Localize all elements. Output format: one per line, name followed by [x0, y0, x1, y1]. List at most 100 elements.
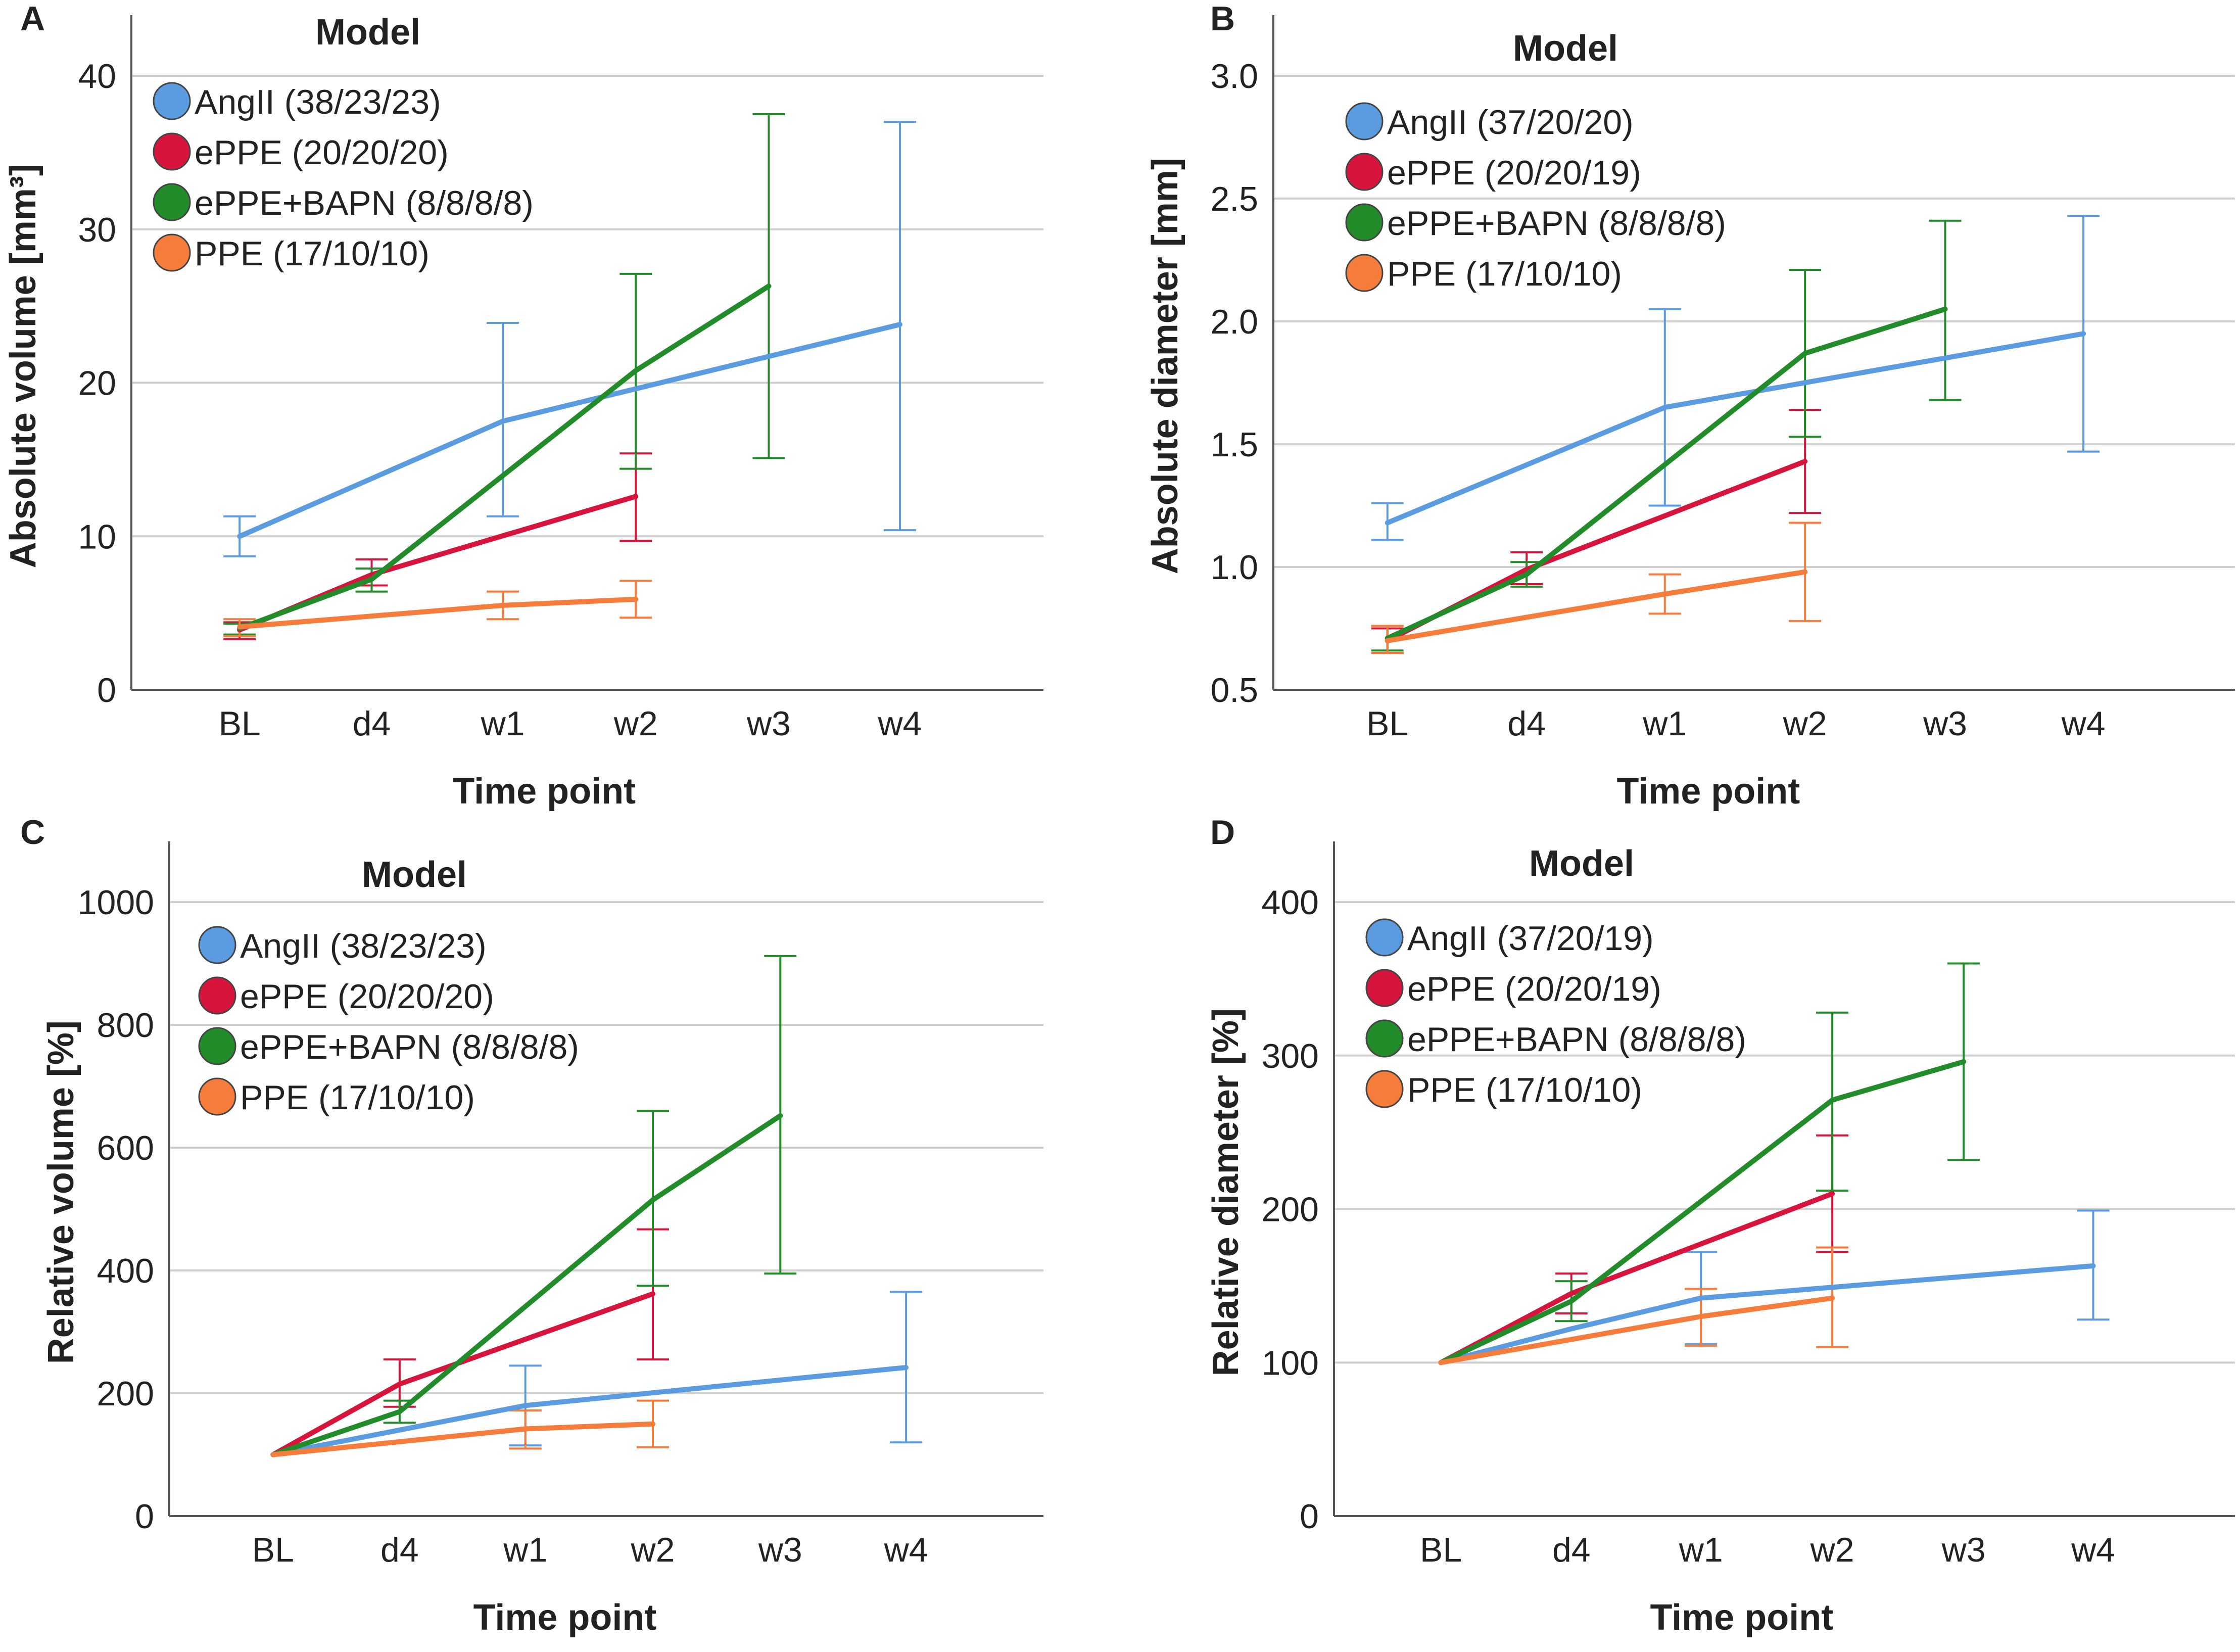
legend-title: Model: [315, 12, 420, 53]
legend-label: ePPE+BAPN (8/8/8/8): [240, 1028, 579, 1066]
y-tick-label: 1000: [78, 883, 154, 922]
y-tick-label: 400: [1262, 883, 1319, 922]
x-tick-label: d4: [353, 704, 391, 743]
legend-label: AngII (38/23/23): [195, 83, 441, 121]
legend-marker: [1365, 1019, 1404, 1058]
legend-marker: [153, 233, 191, 272]
legend: Model AngII (38/23/23) ePPE (20/20/20) ePPE…: [198, 855, 579, 1117]
x-tick-label: w3: [1923, 704, 1967, 743]
x-tick-label: BL: [219, 704, 261, 743]
legend-marker: [1345, 102, 1384, 140]
series-line: [1385, 459, 1808, 643]
legend-label: ePPE (20/20/19): [1407, 970, 1661, 1008]
legend-marker: [153, 132, 191, 171]
legend-marker: [198, 1027, 236, 1065]
y-tick-label: 0: [135, 1497, 154, 1536]
legend-label: AngII (37/20/19): [1407, 919, 1654, 958]
x-tick-label: w3: [758, 1531, 802, 1569]
series-line: [1385, 331, 2086, 526]
y-tick-label: 20: [78, 364, 116, 403]
x-axis-title: Time point: [1617, 771, 1800, 812]
x-tick-label: w3: [746, 704, 791, 743]
series-line: [1385, 569, 1808, 643]
y-tick-label: 600: [97, 1129, 154, 1167]
legend-label: ePPE+BAPN (8/8/8/8): [195, 184, 534, 222]
legend-label: PPE (17/10/10): [195, 234, 430, 273]
y-tick-label: 200: [1262, 1191, 1319, 1229]
y-tick-label: 30: [78, 211, 116, 249]
legend-title: Model: [1513, 28, 1618, 69]
x-tick-label: BL: [1420, 1531, 1462, 1569]
y-tick-label: 300: [1262, 1037, 1319, 1075]
x-axis-title: Time point: [473, 1597, 657, 1638]
panel-d: D 0 100 200 300 400 BL d4 w1 w2 w3 w4 Time point Rela…: [1206, 813, 2235, 1638]
y-axis-title: Relative volume [%]: [41, 1020, 81, 1364]
legend-label: AngII (38/23/23): [240, 927, 487, 965]
legend-label: PPE (17/10/10): [1387, 255, 1622, 293]
series-line: [1438, 1295, 1835, 1365]
legend-marker: [198, 926, 236, 964]
y-tick-label: 40: [78, 57, 116, 96]
series-line: [1438, 1263, 2096, 1365]
y-tick-label: 3.0: [1210, 57, 1258, 96]
legend: Model AngII (38/23/23) ePPE (20/20/20) ePPE…: [153, 12, 534, 273]
panel-label: A: [20, 0, 45, 38]
x-tick-label: d4: [1507, 704, 1546, 743]
y-axis-title: Absolute volume [mm³]: [3, 164, 43, 568]
x-tick-label: w1: [1642, 704, 1687, 743]
panel-label: D: [1210, 813, 1235, 852]
y-tick-label: 2.5: [1210, 180, 1258, 218]
x-tick-label: w4: [2061, 704, 2106, 743]
legend-marker: [198, 1077, 236, 1116]
x-tick-label: w1: [1679, 1531, 1723, 1569]
x-tick-label: d4: [1552, 1531, 1591, 1569]
x-tick-label: w2: [1783, 704, 1827, 743]
y-axis-title: Relative diameter [%]: [1206, 1008, 1246, 1376]
y-tick-label: 800: [97, 1006, 154, 1045]
panel-b: B 0.5 1.0 1.5 2.0 2.5 3.0 BL d4 w1 w2 w3 w4 Time poin…: [1145, 0, 2235, 812]
legend-label: PPE (17/10/10): [1407, 1071, 1642, 1109]
legend-marker: [198, 976, 236, 1015]
legend-marker: [1345, 203, 1384, 242]
x-axis-title: Time point: [452, 771, 636, 812]
x-tick-label: w2: [613, 704, 658, 743]
legend-label: PPE (17/10/10): [240, 1078, 475, 1117]
y-tick-label: 400: [97, 1252, 154, 1290]
series-line: [270, 1421, 655, 1457]
x-tick-label: w4: [878, 704, 922, 743]
panel-label: C: [20, 813, 45, 852]
y-tick-label: 10: [78, 517, 116, 556]
series-line: [270, 1364, 909, 1457]
panel-c: C 0 200 400 600 800 1000 BL d4 w1 w2 w3 w4 Time point…: [20, 813, 1043, 1638]
series-line: [270, 1291, 655, 1457]
x-tick-label: BL: [252, 1531, 294, 1569]
y-tick-label: 200: [97, 1375, 154, 1413]
legend-title: Model: [1529, 843, 1634, 884]
x-tick-label: BL: [1366, 704, 1408, 743]
x-tick-label: w2: [631, 1531, 675, 1569]
series-line: [270, 1113, 783, 1457]
x-tick-label: w4: [2071, 1531, 2115, 1569]
series-line: [237, 322, 902, 539]
x-tick-label: d4: [380, 1531, 419, 1569]
legend-marker: [1365, 969, 1404, 1007]
legend-marker: [1365, 1070, 1404, 1108]
legend: Model AngII (37/20/20) ePPE (20/20/19) ePPE…: [1345, 28, 1726, 293]
y-tick-label: 0.5: [1210, 671, 1258, 710]
legend-label: ePPE (20/20/20): [195, 133, 449, 172]
series-line: [237, 284, 772, 631]
panel-a: A 0 10 20 30 40 BL d4 w1 w2 w3 w4 Time point Absolute…: [3, 0, 1043, 812]
y-tick-label: 0: [1300, 1497, 1319, 1536]
legend-label: ePPE (20/20/20): [240, 977, 494, 1016]
legend-marker: [153, 183, 191, 221]
x-tick-label: w1: [481, 704, 525, 743]
x-axis-title: Time point: [1650, 1597, 1834, 1638]
x-tick-label: w1: [503, 1531, 547, 1569]
series-line: [1385, 306, 1948, 641]
legend-marker: [1365, 918, 1404, 957]
y-tick-label: 100: [1262, 1344, 1319, 1382]
y-axis-title: Absolute diameter [mm]: [1145, 158, 1185, 574]
y-tick-label: 1.0: [1210, 548, 1258, 587]
panel-label: B: [1210, 0, 1235, 38]
series-line: [237, 596, 639, 630]
